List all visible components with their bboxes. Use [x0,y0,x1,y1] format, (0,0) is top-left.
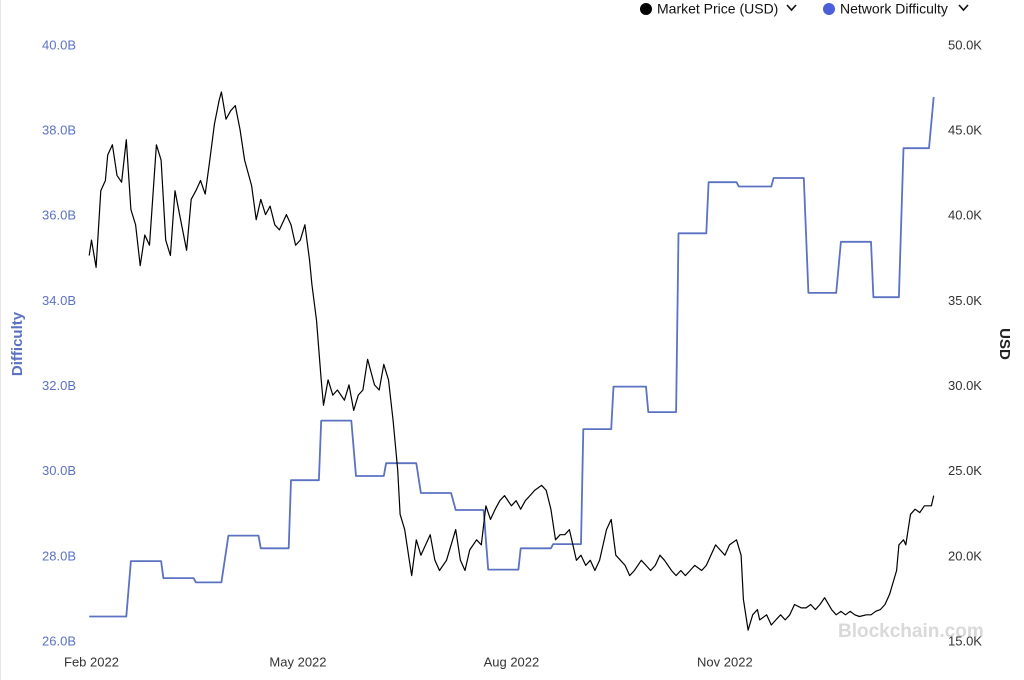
y2-tick-label: 45.0K [948,123,982,138]
legend-chevron[interactable] [786,4,797,12]
y-tick-label: 26.0B [42,633,76,648]
legend-label: Network Difficulty [840,1,948,17]
y2-tick-label: 15.0K [948,633,982,648]
legend-item[interactable]: Market Price (USD) [640,1,797,17]
y2-tick-label: 30.0K [948,378,982,393]
x-tick-label: Feb 2022 [64,654,119,669]
legend-swatch [640,3,652,15]
y2-tick-label: 50.0K [948,37,982,52]
y-tick-label: 30.0B [42,463,76,478]
x-tick-label: May 2022 [269,654,326,669]
legend-chevron[interactable] [958,4,969,12]
watermark: Blockchain.com [838,621,984,642]
y2-tick-label: 35.0K [948,293,982,308]
x-tick-label: Aug 2022 [484,654,540,669]
y-tick-label: 34.0B [42,293,76,308]
y-tick-label: 40.0B [42,37,76,52]
y2-tick-label: 20.0K [948,548,982,563]
y2-tick-label: 40.0K [948,208,982,223]
legend-label: Market Price (USD) [657,1,778,17]
series-line [88,91,935,631]
series-line [89,97,935,618]
x-tick-label: Nov 2022 [697,654,753,669]
y-tick-label: 28.0B [42,548,76,563]
y-tick-label: 36.0B [42,208,76,223]
y-axis-title: Difficulty [9,311,26,376]
y-tick-label: 32.0B [42,378,76,393]
y-tick-label: 38.0B [42,123,76,138]
legend-swatch [823,3,835,15]
y2-tick-label: 25.0K [948,463,982,478]
legend-item[interactable]: Network Difficulty [823,1,969,17]
y2-axis-title: USD [996,328,1013,360]
